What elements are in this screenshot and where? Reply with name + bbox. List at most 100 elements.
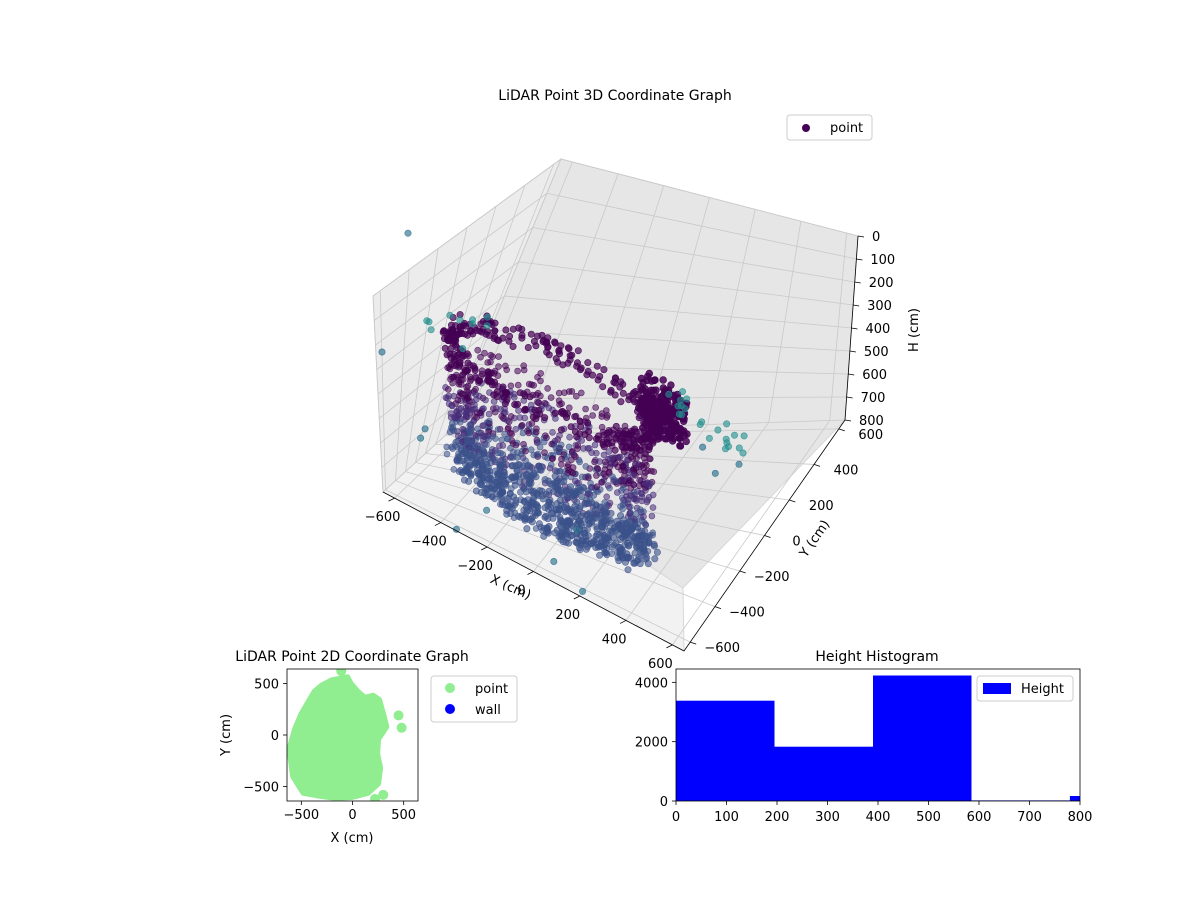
point-3d — [542, 512, 550, 520]
point-3d — [548, 481, 556, 489]
point-3d — [454, 455, 462, 463]
point-3d — [597, 523, 605, 531]
plot-3d-title: LiDAR Point 3D Coordinate Graph — [498, 88, 731, 104]
point-3d — [674, 402, 682, 410]
z-tick-3d — [851, 327, 858, 330]
point-3d — [658, 392, 667, 401]
point-3d — [514, 367, 521, 375]
point-3d — [636, 476, 644, 484]
point-3d — [477, 488, 485, 496]
point-3d — [557, 461, 565, 468]
y-tick-label-3d: −400 — [729, 606, 765, 621]
y-tick-3d — [789, 499, 796, 503]
point-3d — [455, 410, 463, 418]
legend-3d-marker-point — [802, 124, 810, 132]
point-3d — [625, 392, 633, 400]
point-3d — [485, 331, 493, 339]
point-3d — [417, 434, 425, 442]
point-3d — [598, 529, 606, 537]
z-tick-label-3d: 100 — [870, 253, 895, 268]
z-axis-label-3d: H (cm) — [907, 308, 922, 352]
point-3d — [459, 469, 467, 477]
point-3d — [643, 392, 651, 400]
point-3d — [602, 473, 609, 480]
point-3d — [603, 493, 611, 501]
point-3d — [537, 392, 544, 400]
point-3d — [565, 443, 573, 451]
grid-edge — [372, 295, 384, 493]
point-3d — [495, 353, 502, 360]
point-3d — [519, 429, 527, 437]
point-3d — [629, 455, 637, 462]
plot-2d-title: LiDAR Point 2D Coordinate Graph — [235, 649, 468, 665]
point-3d — [610, 534, 618, 542]
point-3d — [427, 326, 435, 334]
point-3d — [506, 489, 514, 497]
y-axis-label-3d: Y (cm) — [796, 517, 833, 561]
point-3d — [443, 450, 451, 458]
point-3d — [423, 317, 431, 325]
point-3d — [482, 458, 490, 466]
point-3d — [584, 359, 592, 367]
x-tick-label-histogram: 0 — [672, 810, 680, 825]
point-3d — [594, 435, 602, 443]
point-3d — [519, 463, 527, 471]
point-3d — [521, 392, 529, 400]
z-tick-3d — [849, 350, 856, 353]
point-3d — [469, 362, 477, 370]
point-3d — [474, 346, 482, 354]
y-tick-label-2d: 0 — [271, 729, 279, 744]
point-3d — [451, 414, 459, 422]
point-3d — [537, 370, 545, 377]
point-3d — [573, 526, 581, 534]
point-3d — [619, 389, 627, 397]
histogram-bars — [676, 675, 1080, 801]
y-tick-label-2d: 500 — [254, 677, 279, 692]
point-3d — [478, 367, 486, 375]
point-3d — [512, 462, 520, 470]
point-3d — [681, 405, 689, 413]
point-2d — [370, 793, 381, 801]
histogram-plot: Height Histogram 0 100 200 300 400 500 600 700 8… — [635, 649, 1093, 825]
point-3d — [609, 454, 617, 462]
y-tick-3d — [764, 535, 771, 538]
point-3d — [582, 545, 590, 553]
point-3d — [613, 517, 621, 525]
point-3d — [624, 566, 632, 574]
point-3d — [552, 355, 560, 363]
point-3d — [505, 337, 513, 345]
histogram-bar — [1069, 796, 1080, 801]
x-tick-label-histogram: 100 — [714, 810, 739, 825]
point-3d — [580, 445, 587, 452]
point-3d — [456, 418, 464, 426]
y-tick-label-2d: −500 — [243, 781, 279, 796]
point-2d — [336, 669, 347, 677]
point-3d — [586, 509, 594, 517]
z-tick-label-3d: 0 — [872, 230, 880, 245]
point-3d — [456, 378, 463, 386]
point-3d — [454, 330, 462, 338]
point-3d — [651, 555, 659, 563]
point-3d — [605, 448, 613, 455]
point-3d — [485, 417, 493, 425]
point-3d — [543, 524, 551, 532]
point-3d — [543, 348, 551, 356]
point-3d — [514, 400, 522, 408]
point-3d — [532, 342, 540, 350]
x-tick-label-histogram: 400 — [866, 810, 891, 825]
point-3d — [470, 416, 478, 424]
point-3d — [622, 427, 630, 435]
point-3d — [527, 401, 535, 409]
legend-3d-frame — [786, 114, 873, 141]
point-3d — [451, 442, 459, 449]
point-3d — [645, 369, 653, 378]
y-tick-label-3d: 400 — [834, 463, 859, 478]
point-3d — [463, 388, 471, 395]
point-3d — [561, 389, 568, 397]
point-3d — [601, 508, 609, 516]
point-3d — [421, 425, 429, 433]
plot-2d: LiDAR Point 2D Coordinate Graph −500 0 500… — [219, 649, 518, 846]
point-3d — [610, 378, 618, 386]
point-3d — [675, 410, 683, 418]
legend-2d-marker-wall — [445, 704, 455, 714]
